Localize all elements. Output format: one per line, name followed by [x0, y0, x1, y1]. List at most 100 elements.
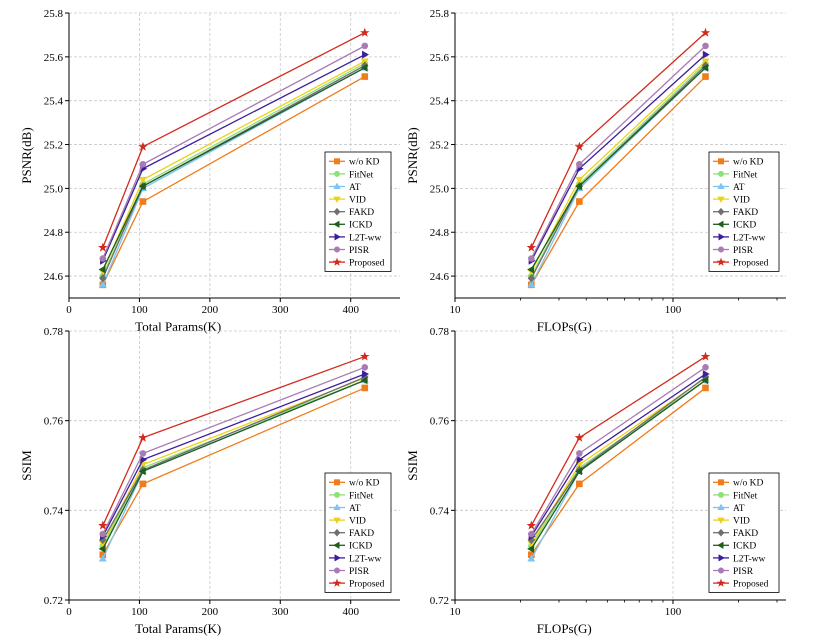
x-tick-label: 400 [342, 606, 359, 618]
legend-item: w/o KD [329, 479, 379, 489]
legend-item: w/o KD [329, 158, 379, 168]
data-point-at [527, 280, 536, 288]
legend-marker-icon [333, 503, 341, 510]
data-point-ickd [527, 544, 535, 553]
legend-label: w/o KD [349, 479, 379, 489]
legend-marker-icon [332, 257, 342, 266]
data-point-pisr [139, 160, 147, 168]
y-tick-label: 25.0 [430, 183, 450, 195]
legend-label: FitNet [349, 491, 374, 501]
x-axis-title: Total Params(K) [135, 319, 221, 334]
legend-label: Proposed [733, 580, 769, 590]
legend-marker-icon [717, 503, 725, 510]
data-point-l2t-ww [576, 455, 584, 464]
legend-marker-icon [717, 246, 724, 253]
legend-item: FAKD [329, 528, 374, 539]
legend-item: VID [713, 517, 750, 527]
y-tick-label: 25.0 [44, 183, 64, 195]
legend-marker-icon [333, 182, 341, 189]
data-point-pisr [99, 530, 107, 538]
legend-marker-icon [717, 479, 724, 486]
y-tick-label: 25.8 [44, 8, 64, 20]
data-point-w-o-kd [139, 198, 147, 205]
legend-marker-icon [717, 567, 724, 574]
legend-label: L2T-ww [349, 233, 382, 243]
chart-ssim-vs-flops: 10 100 0.72 0.74 0.76 0.78 FLOPs(G) SSIM w/o KD F… [405, 326, 786, 636]
legend-item: FitNet [329, 170, 374, 180]
series-line-fitnet [530, 379, 706, 547]
x-tick-label: 10 [450, 606, 462, 618]
data-point-w-o-kd [702, 384, 709, 392]
data-point-l2t-ww [362, 50, 369, 59]
legend-item: ICKD [713, 541, 756, 552]
legend-marker-icon [334, 233, 341, 241]
y-tick-label: 0.74 [430, 505, 450, 517]
legend-label: VID [733, 196, 750, 206]
legend-label: VID [349, 196, 366, 206]
y-tick-label: 24.6 [44, 271, 64, 283]
legend-item: FitNet [713, 491, 758, 501]
legend-marker-icon [717, 196, 725, 203]
data-point-fakd [527, 274, 536, 283]
data-point-pisr [702, 364, 709, 371]
legend-label: Proposed [349, 580, 385, 590]
data-point-proposed [98, 520, 108, 530]
y-axis-title: SSIM [19, 450, 34, 481]
legend-marker-icon [333, 541, 340, 549]
data-point-l2t-ww [702, 370, 710, 379]
legend-marker-icon [717, 220, 724, 228]
legend-item: FAKD [329, 207, 374, 218]
data-point-w-o-kd [576, 198, 583, 205]
data-point-w-o-kd [139, 480, 147, 488]
data-point-ickd [360, 63, 368, 72]
legend-marker-icon [717, 491, 724, 498]
legend: w/o KD FitNet AT VID FAKD ICKD L2T-ww PISR Propo… [708, 151, 780, 272]
legend-item: PISR [329, 567, 370, 577]
legend-item: FAKD [713, 207, 758, 218]
legend-label: VID [733, 517, 750, 527]
legend-item: ICKD [713, 220, 756, 231]
y-tick-label: 25.6 [44, 52, 64, 64]
data-point-proposed [138, 141, 148, 151]
y-tick-label: 0.72 [430, 595, 449, 607]
data-point-vid [575, 461, 584, 469]
legend-label: AT [349, 183, 361, 193]
legend-item: VID [329, 517, 366, 527]
legend-marker-icon [333, 158, 340, 165]
x-tick-label: 10 [450, 304, 462, 316]
data-point-fakd [99, 274, 107, 283]
legend-label: PISR [733, 246, 754, 256]
legend-label: FitNet [733, 491, 758, 501]
data-point-proposed [574, 141, 585, 151]
y-tick-label: 24.8 [430, 227, 450, 239]
legend-label: PISR [349, 246, 370, 256]
legend-marker-icon [717, 158, 724, 165]
x-tick-label: 100 [665, 304, 682, 316]
data-point-at [98, 554, 107, 562]
y-tick-label: 0.78 [44, 326, 64, 338]
y-axis-title: SSIM [405, 450, 420, 481]
data-point-ickd [98, 265, 106, 274]
legend-label: FAKD [349, 208, 374, 218]
legend-marker-icon [717, 541, 724, 549]
legend-item: L2T-ww [329, 554, 382, 564]
legend-item: FAKD [713, 528, 758, 539]
data-point-ickd [575, 182, 583, 191]
legend-marker-icon [334, 554, 341, 562]
legend-marker-icon [718, 233, 725, 241]
y-axis-title: PSNR(dB) [19, 127, 34, 183]
legend-marker-icon [333, 517, 341, 524]
x-tick-label: 100 [131, 606, 148, 618]
legend-marker-icon [717, 207, 725, 216]
legend-label: AT [349, 504, 361, 514]
legend-label: w/o KD [733, 479, 763, 489]
legend-item: AT [713, 182, 745, 193]
x-tick-label: 300 [272, 304, 289, 316]
legend-item: PISR [329, 246, 370, 256]
x-tick-label: 100 [131, 304, 148, 316]
legend-item: Proposed [329, 257, 385, 269]
data-point-proposed [360, 27, 370, 37]
chart-ssim-vs-params: 0 100 200 300 400 0.72 0.74 0.76 0.78 Total Param… [19, 326, 400, 636]
data-point-l2t-ww [362, 370, 369, 379]
